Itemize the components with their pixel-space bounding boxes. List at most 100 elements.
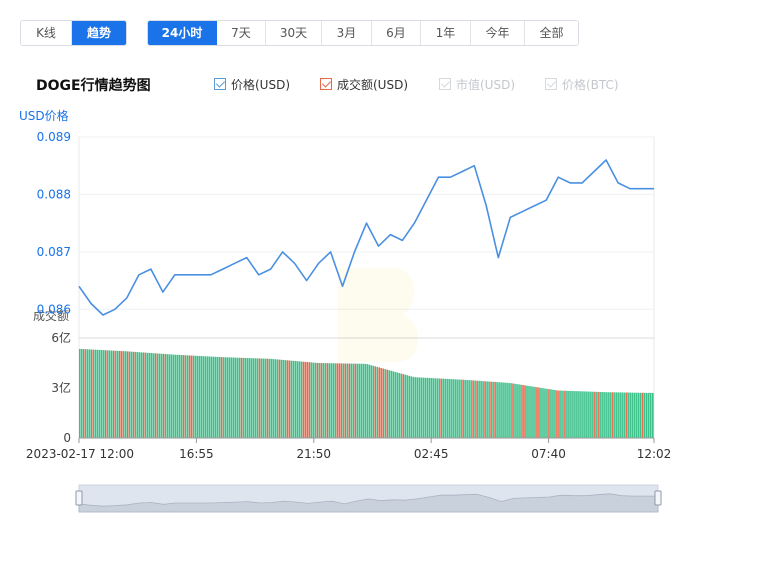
volume-bar (598, 391, 600, 438)
checkbox-icon (439, 78, 451, 90)
volume-bar (180, 355, 183, 438)
volume-bar (644, 392, 646, 438)
volume-bar (588, 391, 590, 438)
volume-bar (478, 380, 480, 438)
volume-bar (532, 386, 534, 438)
volume-bar (572, 391, 574, 438)
volume-bar (528, 385, 530, 438)
volume-bar (214, 356, 217, 438)
volume-bar (324, 363, 327, 438)
volume-bar (336, 363, 339, 438)
volume-bar (146, 352, 149, 438)
volume-bar (338, 363, 341, 438)
volume-bar (542, 388, 544, 438)
tab-3m[interactable]: 3月 (322, 21, 372, 45)
x-tick-label: 07:40 (531, 447, 566, 461)
volume-bar (472, 380, 474, 438)
volume-bar (444, 378, 446, 438)
tab-all[interactable]: 全部 (525, 21, 578, 45)
volume-bar (466, 380, 468, 438)
tab-24h[interactable]: 24小时 (148, 21, 217, 45)
tab-trend[interactable]: 趋势 (72, 21, 126, 45)
legend-volume-usd[interactable]: 成交额(USD) (320, 76, 408, 92)
volume-bar (548, 389, 550, 438)
axes: 0.089 0.088 0.087 0.086 6亿 3亿 0 2023-02-17 12:0… (26, 130, 671, 461)
volume-bar (314, 362, 317, 438)
volume-bar (424, 377, 426, 438)
checkbox-icon (545, 78, 557, 90)
volume-bar (608, 392, 610, 438)
volume-bar (150, 353, 153, 438)
volume-bar (506, 382, 508, 438)
tab-1y[interactable]: 1年 (421, 21, 471, 45)
volume-bar (204, 356, 207, 438)
volume-bar (142, 352, 145, 438)
volume-bar (348, 363, 351, 438)
volume-bar (440, 378, 442, 438)
volume-bar (258, 358, 261, 438)
range-navigator[interactable] (75, 484, 662, 513)
volume-bar (232, 357, 235, 438)
volume-bar (168, 354, 171, 438)
volume-bar (124, 351, 127, 438)
volume-bar (312, 362, 315, 438)
tab-ytd[interactable]: 今年 (471, 21, 525, 45)
volume-bar (624, 392, 626, 438)
volume-bar (156, 353, 159, 438)
checkbox-icon (320, 78, 332, 90)
tab-7d[interactable]: 7天 (217, 21, 266, 45)
tab-kline[interactable]: K线 (21, 21, 72, 45)
tab-30d[interactable]: 30天 (266, 21, 322, 45)
volume-bar (132, 351, 135, 438)
volume-bar (330, 363, 333, 438)
price-tick-label: 0.088 (37, 187, 71, 201)
time-range-tabs: 24小时 7天 30天 3月 6月 1年 今年 全部 (147, 20, 579, 46)
legend-price-btc[interactable]: 价格(BTC) (545, 76, 619, 92)
tab-6m[interactable]: 6月 (372, 21, 421, 45)
volume-bar (578, 391, 580, 438)
view-mode-tabs: K线 趋势 (20, 20, 127, 46)
volume-bar (574, 391, 576, 438)
navigator-handle[interactable] (654, 490, 662, 506)
x-tick-label: 21:50 (296, 447, 331, 461)
legend-label: 市值(USD) (456, 77, 516, 92)
legend-marketcap-usd[interactable]: 市值(USD) (439, 76, 515, 92)
volume-bar (356, 363, 359, 438)
volume-bar (262, 358, 265, 438)
volume-bar (104, 350, 107, 438)
volume-bar (628, 392, 630, 438)
volume-bar (500, 382, 502, 438)
volume-bar (242, 357, 245, 438)
volume-bar (538, 387, 540, 438)
volume-bar (418, 377, 421, 438)
volume-bar (128, 351, 131, 438)
volume-bar (468, 380, 470, 438)
volume-bar (184, 355, 187, 438)
volume-bar (458, 379, 460, 438)
volume-bar (592, 391, 594, 438)
volume-bar (358, 363, 361, 438)
chart-title: DOGE行情趋势图 (36, 78, 151, 94)
volume-bar (176, 354, 179, 438)
volume-bar (274, 359, 277, 438)
volume-bar (590, 391, 592, 438)
volume-bar (360, 363, 363, 438)
volume-bar (79, 348, 81, 438)
volume-bar (514, 383, 516, 438)
volume-bar (244, 357, 247, 438)
volume-bar (354, 363, 357, 438)
volume-axis-title: 成交额 (33, 309, 70, 323)
volume-bar (392, 371, 395, 438)
volume-bar (554, 390, 556, 438)
volume-bar (474, 380, 476, 438)
volume-bar (550, 389, 552, 438)
volume-bar (452, 379, 454, 438)
volume-bar (252, 358, 255, 438)
volume-bar (562, 390, 564, 438)
x-tick-label: 2023-02-17 12:00 (26, 447, 134, 461)
volume-bar (496, 382, 498, 438)
legend-price-usd[interactable]: 价格(USD) (214, 76, 290, 92)
navigator-handle[interactable] (75, 490, 83, 506)
volume-bar (586, 391, 588, 438)
